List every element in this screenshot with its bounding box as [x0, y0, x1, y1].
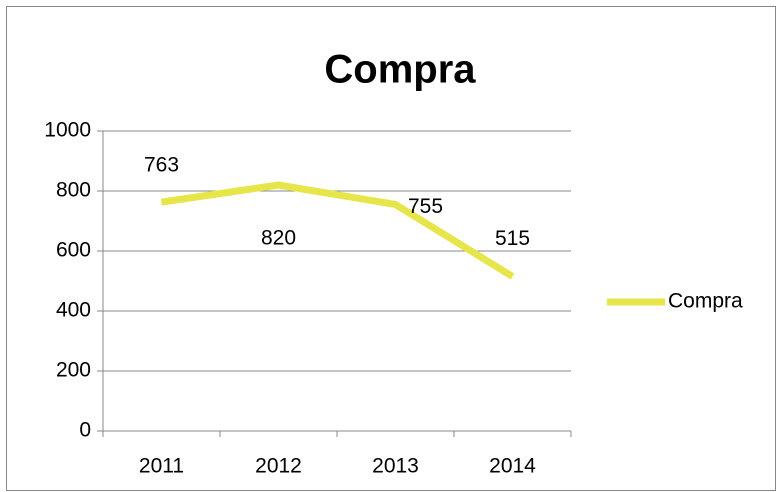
data-label: 820: [261, 227, 296, 250]
y-tick-label: 200: [56, 359, 91, 382]
y-tick-label: 600: [56, 239, 91, 262]
chart-border: [6, 6, 776, 491]
y-tick-label: 800: [56, 179, 91, 202]
data-label: 763: [144, 154, 179, 177]
x-tick-label: 2014: [489, 455, 536, 478]
chart-title: Compra: [324, 48, 476, 92]
x-tick-label: 2011: [139, 455, 184, 478]
x-tick-label: 2012: [255, 455, 302, 478]
x-tick-label: 2013: [372, 455, 419, 478]
y-tick-label: 1000: [44, 119, 91, 142]
legend-label: Compra: [668, 290, 743, 313]
data-label: 755: [408, 195, 443, 218]
line-series: [160, 181, 515, 280]
y-tick-label: 400: [56, 299, 91, 322]
y-tick-label: 0: [79, 419, 91, 442]
data-label: 515: [495, 227, 530, 250]
